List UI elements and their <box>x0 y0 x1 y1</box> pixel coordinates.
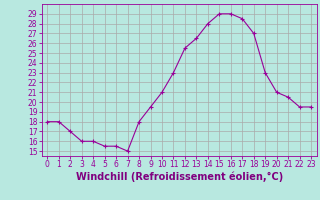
X-axis label: Windchill (Refroidissement éolien,°C): Windchill (Refroidissement éolien,°C) <box>76 172 283 182</box>
